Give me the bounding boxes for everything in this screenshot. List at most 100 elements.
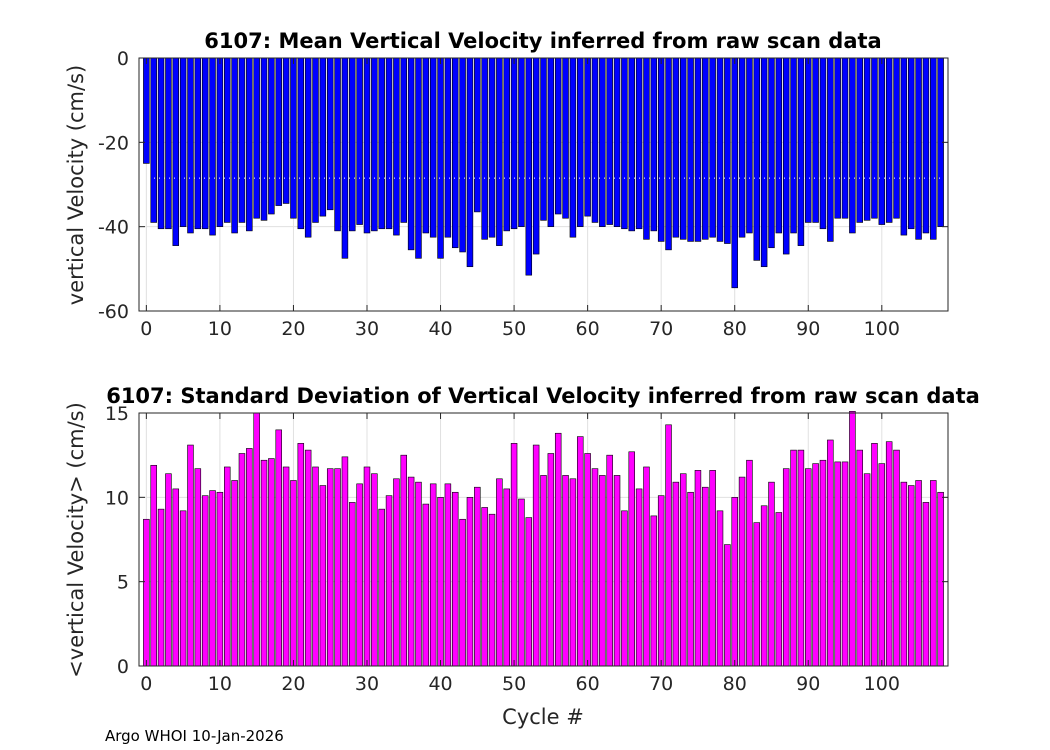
std-velocity-bar	[444, 483, 452, 667]
mean-velocity-bar	[496, 57, 503, 246]
std-velocity-y-tick-label: 10	[105, 487, 129, 509]
std-velocity-bar	[856, 449, 863, 667]
mean-velocity-bar	[694, 57, 702, 242]
mean-velocity-x-tick-label: 80	[723, 318, 747, 340]
std-velocity-bar	[893, 449, 900, 667]
std-velocity-bar	[393, 478, 400, 667]
mean-velocity-bar	[805, 57, 812, 223]
std-velocity-bar	[474, 486, 481, 667]
std-velocity-bar	[643, 466, 650, 667]
std-velocity-bar	[885, 441, 893, 667]
mean-velocity-bar	[915, 57, 922, 240]
mean-velocity-bar	[599, 57, 606, 227]
std-velocity-bar	[407, 476, 415, 667]
std-velocity-bar	[260, 459, 268, 667]
mean-velocity-bar	[488, 57, 496, 238]
std-velocity-bar	[187, 444, 194, 667]
mean-velocity-bar	[238, 57, 246, 223]
mean-velocity-bar	[635, 57, 643, 230]
std-velocity-bar	[349, 502, 356, 667]
mean-velocity-bar	[922, 57, 930, 234]
std-velocity-bar	[326, 468, 334, 667]
std-velocity-bar	[702, 486, 709, 667]
std-velocity-bar	[150, 464, 157, 667]
std-velocity-ylabel: <vertical Velocity> (cm/s)	[64, 402, 88, 678]
mean-velocity-bar	[422, 57, 430, 234]
mean-velocity-bar	[716, 57, 724, 242]
mean-velocity-bar	[900, 57, 908, 236]
mean-velocity-x-tick-label: 70	[649, 318, 673, 340]
mean-velocity-bar	[429, 57, 437, 238]
mean-velocity-bar	[246, 57, 253, 232]
mean-velocity-bar	[606, 57, 613, 225]
mean-velocity-bar	[209, 57, 216, 236]
mean-velocity-x-tick-label: 30	[355, 318, 379, 340]
mean-velocity-bar	[628, 57, 635, 232]
std-velocity-bar	[238, 453, 246, 667]
std-velocity-bar	[871, 443, 878, 667]
std-velocity-bar	[363, 466, 371, 667]
mean-velocity-bar	[863, 57, 871, 221]
std-velocity-bar	[172, 488, 180, 667]
mean-velocity-bar	[334, 57, 341, 232]
mean-velocity-bar	[790, 57, 797, 234]
std-velocity-bar	[554, 432, 562, 667]
std-velocity-bar	[584, 453, 591, 667]
mean-velocity-bar	[407, 57, 415, 251]
std-velocity-bar	[878, 463, 886, 667]
mean-velocity-bar	[481, 57, 488, 240]
mean-velocity-bar	[415, 57, 422, 259]
mean-velocity-bar	[547, 57, 555, 227]
std-velocity-bar	[635, 488, 643, 667]
mean-velocity-bar	[885, 57, 893, 223]
std-velocity-bar	[937, 491, 944, 667]
std-velocity-bar	[209, 490, 216, 667]
std-velocity-bar	[775, 512, 783, 667]
mean-velocity-bar	[562, 57, 569, 219]
mean-velocity-bar	[856, 57, 863, 223]
std-velocity-bar	[297, 443, 305, 667]
mean-velocity-bar	[584, 57, 591, 217]
mean-velocity-bar	[841, 57, 849, 219]
std-velocity-bar	[459, 518, 466, 667]
std-velocity-bar	[400, 454, 408, 667]
mean-velocity-bar	[577, 57, 584, 227]
std-velocity-bar	[621, 510, 628, 667]
mean-velocity-bar	[341, 57, 349, 259]
std-velocity-bar	[569, 478, 577, 667]
std-velocity-plot-area: 0 10 20 30 40 50 60 70 80 90 100 0 5 10 15	[105, 403, 949, 695]
mean-velocity-bar	[349, 57, 356, 232]
std-velocity-bar	[179, 510, 187, 667]
std-velocity-bar	[304, 449, 312, 667]
mean-velocity-bar	[319, 57, 327, 217]
mean-velocity-bar	[194, 57, 202, 230]
std-velocity-bar	[915, 480, 922, 667]
mean-velocity-x-tick-label: 100	[864, 318, 900, 340]
mean-velocity-bar	[930, 57, 937, 240]
std-velocity-bar	[562, 475, 569, 667]
mean-velocity-bar	[356, 57, 363, 225]
std-velocity-bar	[290, 480, 297, 667]
std-velocity-bar	[194, 468, 202, 667]
std-velocity-bar	[628, 451, 635, 667]
mean-velocity-bar	[849, 57, 856, 234]
std-velocity-bar	[312, 466, 319, 667]
std-velocity-y-tick-label: 15	[105, 403, 129, 425]
std-velocity-x-tick-label: 0	[140, 673, 152, 695]
std-velocity-bar	[790, 449, 797, 667]
mean-velocity-bar	[253, 57, 260, 219]
std-velocity-bar	[231, 480, 238, 667]
mean-velocity-bar	[187, 57, 194, 234]
std-velocity-x-tick-label: 30	[355, 673, 379, 695]
mean-velocity-bar	[738, 57, 746, 238]
mean-velocity-bar	[812, 57, 819, 223]
std-velocity-bar	[797, 449, 805, 667]
std-velocity-bar	[334, 468, 341, 667]
mean-velocity-ylabel: vertical Velocity (cm/s)	[64, 65, 88, 305]
mean-velocity-bar	[165, 57, 172, 230]
std-velocity-bar	[429, 483, 437, 667]
std-velocity-bar	[201, 495, 209, 667]
std-velocity-bar	[378, 508, 385, 667]
std-velocity-bar	[341, 456, 349, 667]
std-velocity-y-tick-label: 0	[117, 656, 129, 678]
